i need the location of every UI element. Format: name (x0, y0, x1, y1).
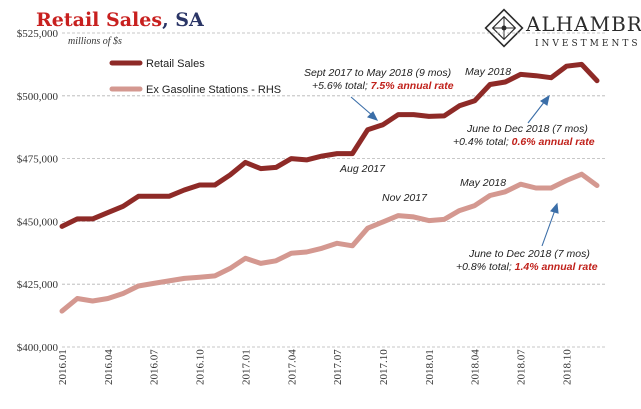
grid-lines (62, 32, 607, 348)
annotation-june-top-values: +0.4% total; 0.6% annual rate (453, 136, 595, 148)
annotation-may-bottom: May 2018 (460, 177, 506, 189)
x-tick-label: 2018.10 (561, 349, 573, 385)
series-layer (59, 61, 600, 314)
annotation-june-top-title: June to Dec 2018 (7 mos) (466, 123, 588, 135)
chart-title-main: Retail Sales (36, 9, 162, 31)
annotation-sept-may-values: +5.6% total; 7.5% annual rate (312, 80, 454, 92)
annotation-sept-may-rate: 7.5% annual rate (371, 80, 454, 92)
annotation-aug: Aug 2017 (339, 163, 386, 175)
arrow-head-sept-may (366, 111, 379, 121)
x-tick-label: 2017.04 (286, 349, 298, 385)
annotation-june-bottom-title: June to Dec 2018 (7 mos) (468, 248, 590, 260)
annotation-june-bottom-rate: 1.4% annual rate (515, 261, 598, 273)
series-line-ex-gasoline (59, 171, 600, 314)
x-tick-label: 2016.04 (103, 349, 115, 385)
arrow-june-top (527, 100, 546, 124)
logo-name: ALHAMBRA (525, 12, 641, 36)
annotation-arrows (350, 94, 559, 247)
units-label: millions of $s (68, 36, 122, 47)
logo-emblem-icon (484, 8, 524, 48)
arrow-june-bottom (541, 209, 556, 247)
legend: Retail Sales Ex Gasoline Stations - RHS (109, 58, 281, 96)
x-axis-ticks: 2016.01 2016.04 2016.07 2016.10 2017.01 2017.… (57, 349, 573, 385)
x-tick-label: 2016.01 (57, 349, 69, 385)
x-tick-label: 2018.07 (516, 349, 528, 385)
x-tick-label: 2017.01 (240, 349, 252, 385)
arrow-head-june-bottom (550, 202, 559, 214)
x-tick-label: 2018.01 (424, 349, 436, 385)
logo-sub: INVESTMENTS (535, 39, 641, 49)
chart-title-suffix: , SA (162, 9, 204, 31)
chart-title: Retail Sales, SA (36, 9, 204, 31)
annotation-may-top: May 2018 (465, 66, 511, 78)
y-axis-ticks: $400,000 $425,000 $450,000 $475,000 $500,000… (17, 28, 59, 354)
annotation-june-top-total: +0.4% total; (453, 136, 512, 148)
x-tick-label: 2016.07 (149, 349, 161, 385)
legend-label-retail-sales: Retail Sales (146, 58, 205, 70)
annotation-june-top-rate: 0.6% annual rate (512, 136, 595, 148)
y-tick-label: $450,000 (17, 216, 59, 228)
y-tick-label: $400,000 (17, 342, 59, 354)
y-tick-label: $475,000 (17, 154, 59, 166)
legend-label-ex-gasoline: Ex Gasoline Stations - RHS (146, 84, 281, 96)
annotation-sept-may-title: Sept 2017 to May 2018 (9 mos) (304, 67, 451, 79)
annotation-june-bottom-values: +0.8% total; 1.4% annual rate (456, 261, 598, 273)
annotations: Sept 2017 to May 2018 (9 mos) +5.6% tota… (304, 66, 598, 273)
y-tick-label: $500,000 (17, 91, 59, 103)
series-line-retail-sales (59, 61, 600, 229)
alhambra-logo: ALHAMBRA INVESTMENTS (484, 8, 641, 49)
annotation-sept-may-total: +5.6% total; (312, 80, 371, 92)
x-tick-label: 2017.07 (332, 349, 344, 385)
x-tick-label: 2018.04 (470, 349, 482, 385)
arrow-head-june-top (539, 94, 550, 106)
annotation-june-bottom-total: +0.8% total; (456, 261, 515, 273)
y-tick-label: $525,000 (17, 28, 59, 40)
y-tick-label: $425,000 (17, 279, 59, 291)
x-tick-label: 2016.10 (195, 349, 207, 385)
x-tick-label: 2017.10 (378, 349, 390, 385)
annotation-nov: Nov 2017 (382, 192, 428, 204)
arrow-sept-may (350, 96, 374, 117)
